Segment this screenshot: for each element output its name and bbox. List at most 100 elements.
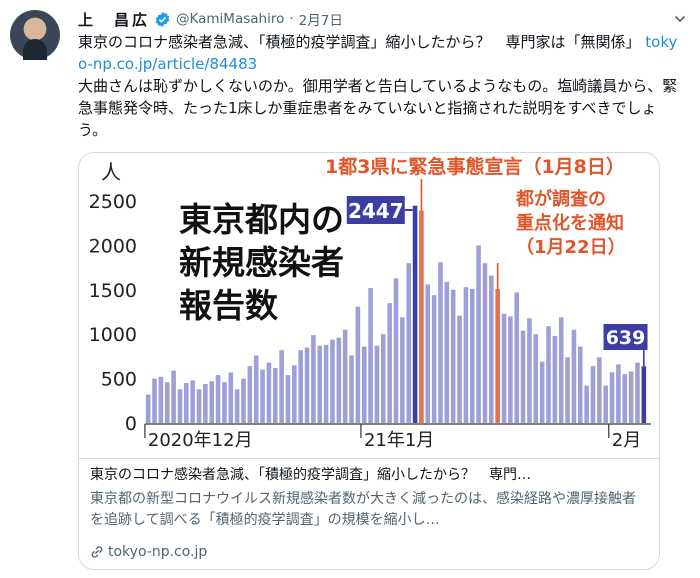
- chart-bar: [628, 371, 634, 423]
- chart-bar: [609, 372, 615, 423]
- chart-bar: [412, 205, 418, 423]
- tweet-header: 上 昌広 @KamiMasahiro · 2月7日: [78, 8, 686, 30]
- chart-bar: [171, 370, 176, 423]
- chart-bar: [158, 376, 164, 423]
- article-link[interactable]: tokyo-np.co.jp/article/84483: [78, 33, 678, 73]
- chart-bar: [247, 366, 253, 423]
- last-value-box: [603, 324, 648, 350]
- chart-bar: [635, 362, 640, 423]
- chart-bar: [393, 278, 399, 423]
- author-name[interactable]: 上 昌広: [78, 10, 151, 29]
- chart-bar: [489, 275, 494, 423]
- chart-bar: [501, 313, 507, 423]
- y-tick-label: 2000: [89, 235, 137, 257]
- chart-bar: [330, 339, 335, 423]
- x-tick-label: 2月: [612, 430, 641, 451]
- chart-bar: [145, 394, 151, 423]
- chart-bar: [577, 346, 583, 423]
- chart-bar: [425, 284, 431, 423]
- chart-bar: [590, 366, 596, 423]
- tweet-date[interactable]: 2月7日: [298, 13, 343, 29]
- chart-bar: [152, 378, 157, 423]
- verified-badge-icon: [155, 11, 170, 27]
- chart-bar: [304, 347, 310, 423]
- chart-bar: [279, 350, 284, 423]
- author-avatar[interactable]: [10, 10, 60, 60]
- chart-bar: [241, 378, 246, 423]
- chart-bar: [381, 334, 386, 423]
- chart-bar: [406, 263, 411, 423]
- chart-bar: [565, 357, 570, 423]
- chart-bar: [527, 318, 532, 423]
- chart-bar: [190, 380, 195, 423]
- chart-title-line: 東京都内の: [179, 200, 344, 239]
- case-chart: 人 0 500 1000 1500 2000 2500 2020年12月 21年1月 2月 東…: [79, 153, 659, 458]
- link-preview-card[interactable]: 人 0 500 1000 1500 2000 2500 2020年12月 21年1月 2月 東…: [78, 152, 660, 570]
- chart-bar: [374, 345, 380, 423]
- chart-bar: [622, 374, 628, 423]
- tweet-text-line1: 東京のコロナ感染者急減、「積極的疫学調査」縮小したから？ 専門家は「無関係」: [78, 33, 641, 51]
- y-tick-label: 0: [125, 413, 137, 435]
- chart-bar: [368, 288, 373, 423]
- policy-annotation-line: （1月22日）: [516, 237, 626, 258]
- chart-bar: [571, 329, 577, 423]
- author-handle[interactable]: @KamiMasahiro: [176, 11, 285, 27]
- chart-bar: [469, 288, 475, 423]
- chart-bar: [323, 344, 329, 423]
- chart-bar: [495, 288, 500, 423]
- chart-bar: [228, 372, 234, 423]
- chart-bar: [514, 292, 520, 423]
- chart-bar: [164, 382, 170, 423]
- chart-bar: [184, 383, 189, 423]
- chart-bar: [196, 389, 202, 423]
- peak-value-label: 2447: [348, 199, 404, 223]
- chart-bar: [419, 210, 424, 423]
- card-meta[interactable]: 東京のコロナ感染者急減、「積極的疫学調査」縮小したから？ 専門… 東京都の新型コ…: [79, 458, 659, 569]
- chart-bar: [552, 335, 558, 423]
- x-tick-label: 21年1月: [364, 430, 434, 451]
- chart-bar: [209, 381, 215, 423]
- chart-bar: [463, 287, 469, 423]
- chart-bar: [272, 367, 278, 423]
- chart-bar: [234, 389, 240, 423]
- peak-value-box: [346, 196, 405, 224]
- chart-bar: [361, 346, 367, 423]
- chart-bar: [349, 355, 354, 423]
- chart-bar: [285, 375, 291, 423]
- chart-bar: [203, 383, 208, 423]
- chart-ylabel: 人: [101, 160, 121, 184]
- last-value-label: 639: [606, 327, 646, 349]
- chart-bar: [450, 289, 456, 423]
- chevron-down-icon[interactable]: [674, 13, 686, 25]
- chart-bar: [260, 369, 265, 423]
- chart-bar: [355, 306, 361, 423]
- card-title[interactable]: 東京のコロナ感染者急減、「積極的疫学調査」縮小したから？ 専門…: [90, 467, 531, 483]
- chart-bar: [597, 357, 602, 423]
- chart-bar: [292, 365, 297, 423]
- chart-bar: [584, 385, 589, 423]
- tweet-text: 東京のコロナ感染者急減、「積極的疫学調査」縮小したから？ 専門家は「無関係」 t…: [78, 31, 678, 141]
- policy-annotation-line: 都が調査の: [515, 188, 606, 210]
- chart-bar: [336, 337, 342, 423]
- chart-title-line: 報告数: [179, 286, 279, 325]
- policy-annotation-line: 重点化を通知: [516, 212, 624, 234]
- chart-bar: [457, 315, 462, 423]
- card-domain-text: tokyo-np.co.jp: [108, 544, 208, 560]
- y-tick-label: 2500: [89, 191, 137, 213]
- chart-title-line: 新規感染者: [179, 243, 344, 282]
- chart-bar: [266, 362, 272, 423]
- chart-bar: [533, 334, 539, 423]
- chart-bar: [400, 317, 405, 423]
- chart-bar: [253, 355, 259, 423]
- x-tick-label: 2020年12月: [148, 430, 253, 451]
- chart-bar: [342, 329, 348, 423]
- chart-bar: [546, 326, 551, 423]
- chart-bar: [431, 295, 437, 423]
- card-domain[interactable]: tokyo-np.co.jp: [90, 544, 207, 560]
- chart-bar: [311, 335, 316, 423]
- chart-bar: [616, 364, 621, 423]
- y-tick-label: 1000: [89, 324, 137, 346]
- chart-bar: [438, 262, 443, 423]
- card-description: 東京都の新型コロナウイルス新規感染者数が大きく減ったのは、感染経路や濃厚接触者を…: [90, 491, 636, 528]
